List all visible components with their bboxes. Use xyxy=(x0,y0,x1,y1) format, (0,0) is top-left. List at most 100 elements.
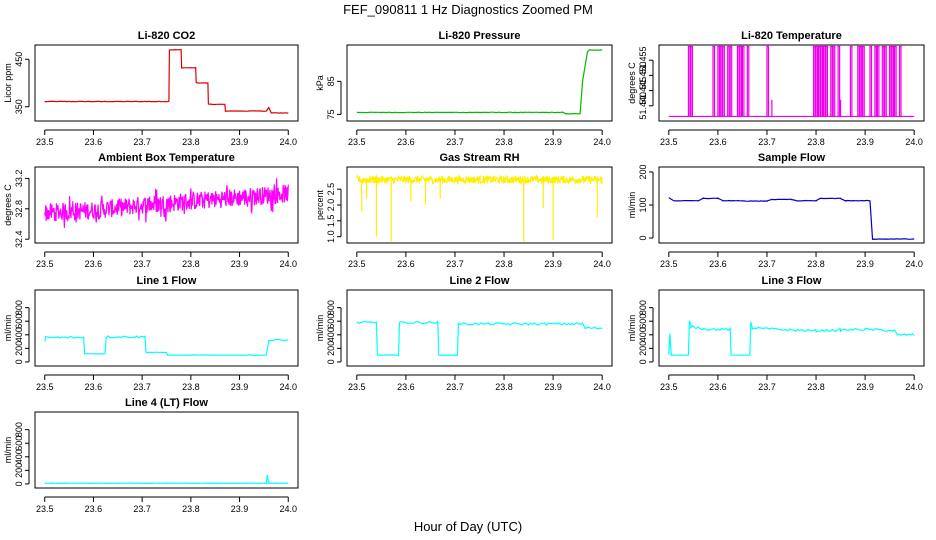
x-tick-label: 23.7 xyxy=(758,259,776,269)
x-tick-label: 23.5 xyxy=(36,382,54,392)
panel-y-axis-label: percent xyxy=(315,189,325,220)
x-tick-label: 23.7 xyxy=(446,137,464,147)
x-tick-label: 23.5 xyxy=(348,382,366,392)
series-spike xyxy=(741,45,745,117)
y-tick-label: 350 xyxy=(14,99,24,114)
y-tick-label: 0 xyxy=(326,359,336,364)
x-tick-label: 23.8 xyxy=(807,259,825,269)
y-tick-label: 1.5 xyxy=(326,215,336,228)
series-spike xyxy=(862,45,865,117)
x-tick-label: 23.9 xyxy=(544,259,562,269)
x-tick-label: 23.8 xyxy=(495,382,513,392)
x-tick-label: 24.0 xyxy=(905,382,923,392)
x-tick-label: 23.6 xyxy=(397,382,415,392)
x-tick-label: 23.8 xyxy=(807,137,825,147)
panel-y-axis-label: degrees C xyxy=(3,184,13,226)
series-spike xyxy=(884,45,887,117)
y-tick-label: 33.2 xyxy=(14,170,24,188)
x-tick-label: 24.0 xyxy=(593,382,611,392)
panel-plot-area xyxy=(44,335,289,357)
figure-x-axis-label: Hour of Day (UTC) xyxy=(414,519,522,534)
x-tick-label: 23.7 xyxy=(758,137,776,147)
x-tick-label: 23.9 xyxy=(544,137,562,147)
series-spike xyxy=(820,45,823,117)
series-line xyxy=(44,335,289,357)
series-spike xyxy=(869,45,873,117)
panel-grid: Li-820 CO2 Licor ppm 23.5 23.6 23.7 23.8 23.9 2… xyxy=(3,30,925,514)
series-spike xyxy=(813,45,816,117)
series-spike xyxy=(894,45,897,117)
panel-5: Gas Stream RH percent 23.5 23.6 23.7 23.8 23.9… xyxy=(315,152,613,269)
x-tick-label: 23.5 xyxy=(36,137,54,147)
y-tick-label: 200 xyxy=(638,341,648,356)
y-tick-label: 1.0 xyxy=(326,230,336,243)
panel-frame xyxy=(34,44,299,122)
y-tick-label: 600 xyxy=(638,314,648,329)
panel-frame xyxy=(34,411,299,489)
panel-title: Li-820 CO2 xyxy=(138,30,195,42)
y-tick-label: 75 xyxy=(326,109,336,119)
panel-10: Line 4 (LT) Flow ml/min 23.5 23.6 23.7 23.8 23… xyxy=(3,397,299,514)
series-spike xyxy=(717,45,720,117)
x-tick-label: 23.6 xyxy=(85,382,103,392)
series-spike xyxy=(822,45,826,117)
x-tick-label: 23.6 xyxy=(397,259,415,269)
panel-9: Line 3 Flow ml/min 23.5 23.6 23.7 23.8 23.9 24.… xyxy=(627,275,925,392)
panel-1: Li-820 CO2 Licor ppm 23.5 23.6 23.7 23.8 23.9 2… xyxy=(3,30,299,147)
x-tick-label: 23.6 xyxy=(709,259,727,269)
series-line xyxy=(44,48,289,114)
x-tick-label: 24.0 xyxy=(593,137,611,147)
panel-title: Line 2 Flow xyxy=(450,275,510,287)
x-tick-label: 23.5 xyxy=(36,504,54,514)
x-tick-label: 23.6 xyxy=(709,382,727,392)
series-line xyxy=(668,320,915,357)
y-tick-label: 450 xyxy=(14,52,24,67)
y-tick-label: 51.440 xyxy=(638,92,648,120)
panel-y-axis-label: kPa xyxy=(315,75,325,91)
y-tick-label: 51.450 xyxy=(638,62,648,90)
panel-8: Line 2 Flow ml/min 23.5 23.6 23.7 23.8 23.9 24.… xyxy=(315,275,613,392)
panel-plot-area xyxy=(44,48,289,114)
x-tick-label: 23.5 xyxy=(348,259,366,269)
x-tick-label: 23.5 xyxy=(36,259,54,269)
panel-2: Li-820 Pressure kPa 23.5 23.6 23.7 23.8 23.9 24… xyxy=(315,30,613,147)
x-tick-label: 23.5 xyxy=(660,382,678,392)
x-tick-label: 23.8 xyxy=(182,382,200,392)
panel-frame xyxy=(658,44,925,122)
x-tick-label: 23.5 xyxy=(348,137,366,147)
series-line xyxy=(356,320,603,357)
y-tick-label: 200 xyxy=(14,341,24,356)
series-spike xyxy=(687,45,691,117)
y-tick-label: 800 xyxy=(14,300,24,315)
series-spike xyxy=(881,45,885,117)
y-tick-label: 0 xyxy=(14,359,24,364)
panel-y-axis-label: ml/min xyxy=(315,315,325,342)
x-tick-label: 23.8 xyxy=(495,259,513,269)
x-tick-label: 24.0 xyxy=(279,137,297,147)
panel-plot-area xyxy=(356,173,603,242)
y-tick-label: 32.8 xyxy=(14,200,24,218)
y-tick-label: 2.0 xyxy=(326,199,336,212)
series-spike xyxy=(739,45,743,117)
series-spike xyxy=(719,45,723,117)
x-tick-label: 24.0 xyxy=(279,504,297,514)
y-tick-label: 200 xyxy=(326,341,336,356)
series-line xyxy=(44,178,289,228)
y-tick-label: 0 xyxy=(14,481,24,486)
panel-plot-area xyxy=(356,49,603,115)
x-tick-label: 23.9 xyxy=(231,137,249,147)
series-spike xyxy=(712,45,716,117)
series-spike xyxy=(889,45,892,117)
x-tick-label: 23.6 xyxy=(85,259,103,269)
series-spike xyxy=(857,45,860,117)
panel-6: Sample Flow ml/min 23.5 23.6 23.7 23.8 23.9 24.… xyxy=(627,152,925,269)
x-tick-label: 23.7 xyxy=(133,504,151,514)
panel-frame xyxy=(34,166,299,244)
series-line xyxy=(356,49,603,115)
panel-title: Line 3 Flow xyxy=(762,275,822,287)
y-tick-label: 400 xyxy=(14,449,24,464)
series-line xyxy=(356,173,603,186)
x-tick-label: 23.9 xyxy=(544,382,562,392)
